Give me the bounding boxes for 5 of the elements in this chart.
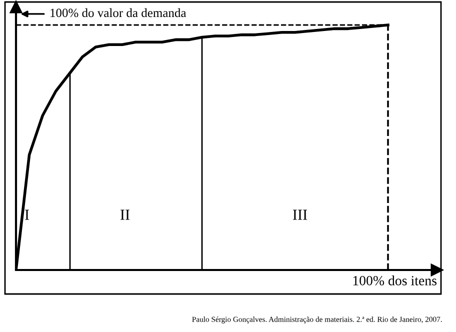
legend-label: 100% do valor da demanda: [50, 8, 186, 18]
annotation: III: [292, 210, 308, 220]
annotation: I: [25, 210, 30, 220]
x-axis-title: 100% dos itens: [353, 276, 436, 286]
annotation: II: [120, 210, 130, 220]
